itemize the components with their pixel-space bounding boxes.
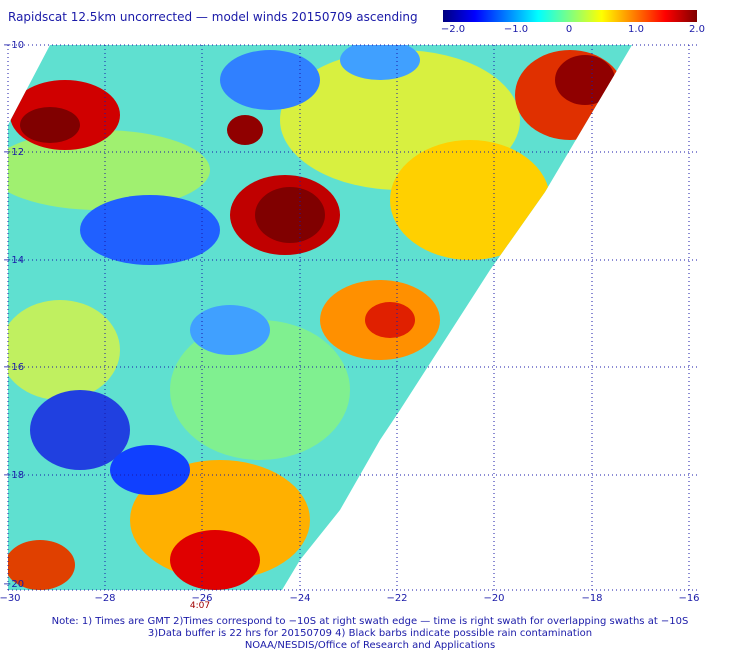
lon-label-20: −20 <box>483 593 505 604</box>
note-line-3: NOAA/NESDIS/Office of Research and Appli… <box>244 640 496 651</box>
swath-time-label: 4:07 <box>189 601 211 611</box>
lon-label-16: −16 <box>678 593 700 604</box>
grid-lines <box>7 44 700 591</box>
lon-label-24: −24 <box>289 593 311 604</box>
colorbar-label-1: 1.0 <box>628 24 644 35</box>
lon-label-30: −30 <box>0 593 21 604</box>
lat-label-10: −10 <box>3 40 25 51</box>
lat-label-20: −20 <box>3 579 25 590</box>
colorbar-label-neg2: −2.0 <box>440 24 466 35</box>
colorbar-label-0: 0 <box>565 24 573 35</box>
lon-label-22: −22 <box>386 593 408 604</box>
colorbar-label-2: 2.0 <box>689 24 705 35</box>
map-title: Rapidscat 12.5km uncorrected — model win… <box>8 10 418 24</box>
lat-label-12: −12 <box>3 147 25 158</box>
note-line-2: 3)Data buffer is 22 hrs for 20150709 4) … <box>147 628 593 639</box>
lon-label-26: −26 <box>191 593 213 604</box>
lon-label-18: −18 <box>581 593 603 604</box>
note-line-1: Note: 1) Times are GMT 2)Times correspon… <box>51 616 689 627</box>
lon-label-28: −28 <box>94 593 116 604</box>
lat-label-18: −18 <box>3 470 25 481</box>
swath-field <box>8 45 632 590</box>
lat-label-14: −14 <box>3 255 25 266</box>
colorbar <box>443 10 697 22</box>
lat-label-16: −16 <box>3 362 25 373</box>
colorbar-label-neg1: −1.0 <box>503 24 529 35</box>
